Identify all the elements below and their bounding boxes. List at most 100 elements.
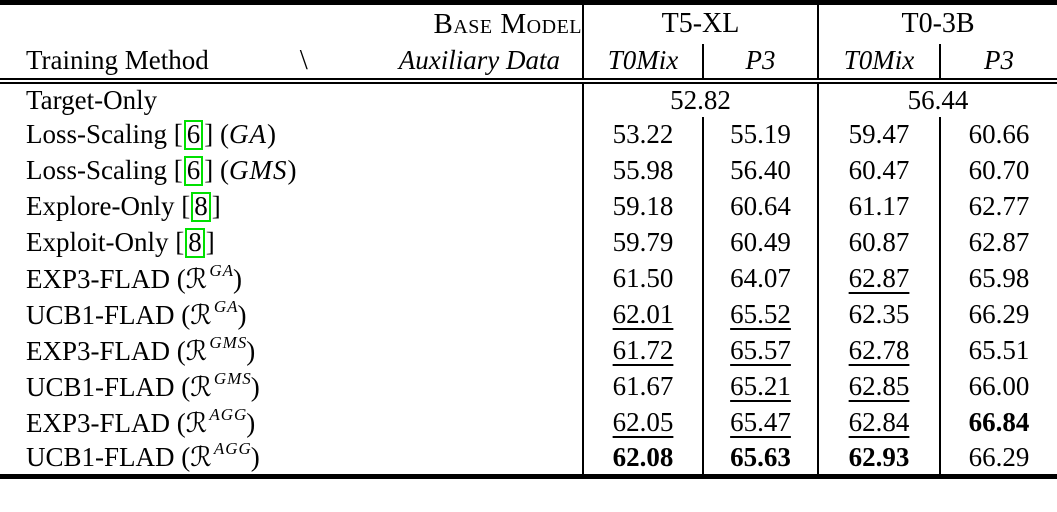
score-value: 61.50 — [612, 263, 674, 293]
value-cell: 66.00 — [939, 368, 1057, 405]
score-value: 62.87 — [968, 227, 1030, 257]
score-value: 62.35 — [848, 299, 910, 329]
score-value: 62.05 — [612, 407, 674, 437]
training-method-label: Training Method — [26, 45, 209, 75]
citation-close-bracket: ] — [205, 227, 215, 257]
value-cell: 62.87 — [939, 224, 1057, 261]
value-cell: 66.29 — [939, 440, 1057, 477]
script-R-symbol: ℛ — [185, 407, 208, 439]
score-value: 62.93 — [848, 441, 910, 472]
score-value: 62.85 — [848, 371, 910, 401]
citation-link[interactable]: 6 — [183, 156, 204, 186]
method-math-variant: (GA) — [213, 119, 276, 149]
method-reward-function: (ℛ AGG) — [170, 404, 256, 439]
score-value: 62.78 — [848, 335, 910, 365]
method-cell: EXP3-FLAD (ℛ GMS) — [0, 333, 583, 369]
value-cell: 60.87 — [817, 224, 941, 261]
method-cell: EXP3-FLAD (ℛ GA) — [0, 261, 583, 297]
score-value: 55.98 — [612, 155, 674, 185]
score-value: 60.49 — [730, 227, 791, 257]
method-math-variant: (GMS) — [213, 155, 297, 185]
value-cell: 56.44 — [817, 80, 1057, 117]
table-row: Explore-Only [8] 59.18 60.64 61.17 62.77 — [0, 188, 1057, 225]
score-value: 60.87 — [848, 227, 910, 257]
subcolumn-t5xl-t0mix: T0Mix — [582, 43, 703, 84]
diagonal-divider-glyph: \ — [299, 44, 308, 76]
score-value: 62.08 — [612, 441, 674, 472]
value-cell: 66.84 — [939, 404, 1057, 441]
method-label: UCB1-FLAD — [26, 371, 175, 402]
value-cell: 65.47 — [701, 404, 819, 441]
script-R-symbol: ℛ — [190, 299, 212, 331]
value-cell: 62.85 — [817, 368, 941, 405]
method-cell: Exploit-Only [8] — [0, 225, 583, 261]
citation-open-bracket: [ — [167, 155, 183, 185]
header-row-groups: Base Model T5-XL T0-3B — [0, 2, 1057, 44]
method-label: Exploit-Only — [26, 227, 169, 257]
method-label: Explore-Only — [26, 191, 175, 221]
method-cell: Loss-Scaling [6] (GA) — [0, 117, 583, 153]
reward-superscript: GMS — [209, 332, 248, 352]
score-value: 61.67 — [612, 371, 674, 401]
value-cell: 60.47 — [817, 152, 941, 189]
table-body: Target-Only 52.82 56.44 Loss-Scaling [6] (G… — [0, 80, 1057, 477]
method-label: EXP3-FLAD — [26, 335, 171, 366]
method-label: EXP3-FLAD — [26, 263, 171, 294]
table-row: EXP3-FLAD (ℛ GA) 61.50 64.07 62.87 65.98 — [0, 260, 1057, 297]
method-label: UCB1-FLAD — [26, 442, 175, 473]
reward-superscript: GMS — [213, 368, 252, 388]
method-reward-function: (ℛ AGG) — [174, 439, 260, 474]
results-table: Base Model T5-XL T0-3B Training Method \… — [0, 0, 1057, 479]
score-value: 62.01 — [612, 299, 674, 329]
value-cell: 65.57 — [701, 332, 819, 369]
method-reward-function: (ℛ GA) — [174, 296, 247, 331]
score-value: 66.84 — [968, 407, 1030, 437]
score-value: 65.57 — [730, 335, 791, 365]
value-cell: 62.35 — [817, 296, 941, 333]
value-cell: 55.98 — [582, 152, 703, 189]
citation-link[interactable]: 8 — [185, 228, 205, 258]
method-cell: Explore-Only [8] — [0, 189, 583, 225]
method-cell: UCB1-FLAD (ℛ GMS) — [0, 369, 583, 405]
value-cell: 62.77 — [939, 188, 1057, 225]
method-label: Target-Only — [26, 84, 158, 115]
value-cell: 61.67 — [582, 368, 703, 405]
value-cell: 55.19 — [701, 116, 819, 153]
value-cell: 66.29 — [939, 296, 1057, 333]
subcolumn-t5xl-p3: P3 — [701, 43, 819, 84]
citation-open-bracket: [ — [167, 119, 183, 149]
auxiliary-data-label: Auxiliary Data — [398, 45, 560, 75]
table-row: Loss-Scaling [6] (GMS) 55.98 56.40 60.47 60.… — [0, 152, 1057, 189]
value-cell: 59.79 — [582, 224, 703, 261]
citation-open-bracket: [ — [174, 191, 191, 221]
value-cell: 61.50 — [582, 260, 703, 297]
score-value: 62.77 — [968, 191, 1030, 221]
method-cell: Target-Only — [0, 81, 583, 117]
value-cell: 62.87 — [817, 260, 941, 297]
value-cell: 65.63 — [701, 440, 819, 477]
value-cell: 60.70 — [939, 152, 1057, 189]
method-cell: UCB1-FLAD (ℛ AGG) — [0, 439, 583, 477]
citation-close-bracket: ] — [211, 191, 221, 221]
value-cell: 59.18 — [582, 188, 703, 225]
score-value: 59.79 — [612, 227, 674, 257]
citation-link[interactable]: 8 — [191, 192, 211, 222]
value-cell: 62.01 — [582, 296, 703, 333]
score-value: 52.82 — [670, 84, 731, 115]
score-value: 60.47 — [848, 155, 910, 185]
value-cell: 64.07 — [701, 260, 819, 297]
method-cell: EXP3-FLAD (ℛ AGG) — [0, 405, 583, 441]
score-value: 60.66 — [968, 119, 1030, 149]
score-value: 60.64 — [730, 191, 791, 221]
value-cell: 59.47 — [817, 116, 941, 153]
score-value: 61.17 — [848, 191, 910, 221]
script-R-symbol: ℛ — [190, 371, 212, 403]
citation-link[interactable]: 6 — [183, 120, 204, 150]
value-cell: 52.82 — [581, 80, 819, 117]
score-value: 66.00 — [968, 371, 1030, 401]
method-cell: Loss-Scaling [6] (GMS) — [0, 153, 583, 189]
script-R-symbol: ℛ — [185, 263, 208, 295]
value-cell: 65.98 — [939, 260, 1057, 297]
value-cell: 62.93 — [817, 440, 941, 477]
table-row: UCB1-FLAD (ℛ GMS) 61.67 65.21 62.85 66.00 — [0, 368, 1057, 405]
